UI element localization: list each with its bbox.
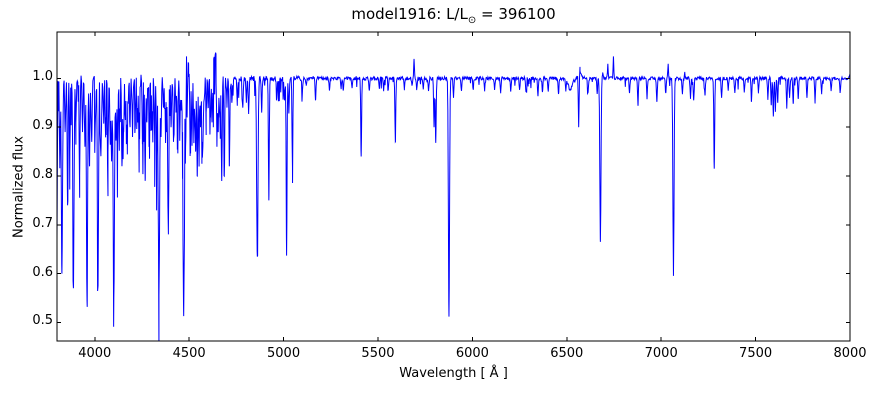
chart-title-value: = 396100: [476, 5, 556, 23]
x-tick-label: 6500: [550, 346, 584, 361]
x-tick-label: 5500: [361, 346, 395, 361]
y-tick-label: 0.8: [32, 167, 53, 182]
x-tick-label: 4500: [172, 346, 206, 361]
y-tick-label: 0.9: [32, 118, 53, 134]
x-tick-label: 7000: [644, 346, 678, 361]
sun-symbol: ⊙: [467, 15, 477, 26]
chart-title-text: model1916: L/L: [351, 5, 468, 23]
spectrum-line: [57, 52, 850, 341]
y-tick-label: 0.6: [32, 264, 53, 280]
x-tick-label: 6000: [455, 346, 489, 361]
chart-title: model1916: L/L⊙ = 396100: [57, 5, 850, 26]
x-tick-label: 7500: [739, 346, 773, 361]
y-tick-label: 1.0: [32, 69, 53, 85]
x-tick-label: 8000: [833, 346, 867, 361]
x-tick-label: 5000: [267, 346, 301, 361]
x-tick-label: 4000: [78, 346, 112, 361]
y-tick-label: 0.7: [32, 215, 53, 231]
x-axis-label: Wavelength [ Å ]: [399, 366, 508, 381]
plot-frame: [56, 31, 851, 342]
axis-ticks: [57, 32, 851, 341]
y-tick-label: 0.5: [32, 313, 53, 329]
